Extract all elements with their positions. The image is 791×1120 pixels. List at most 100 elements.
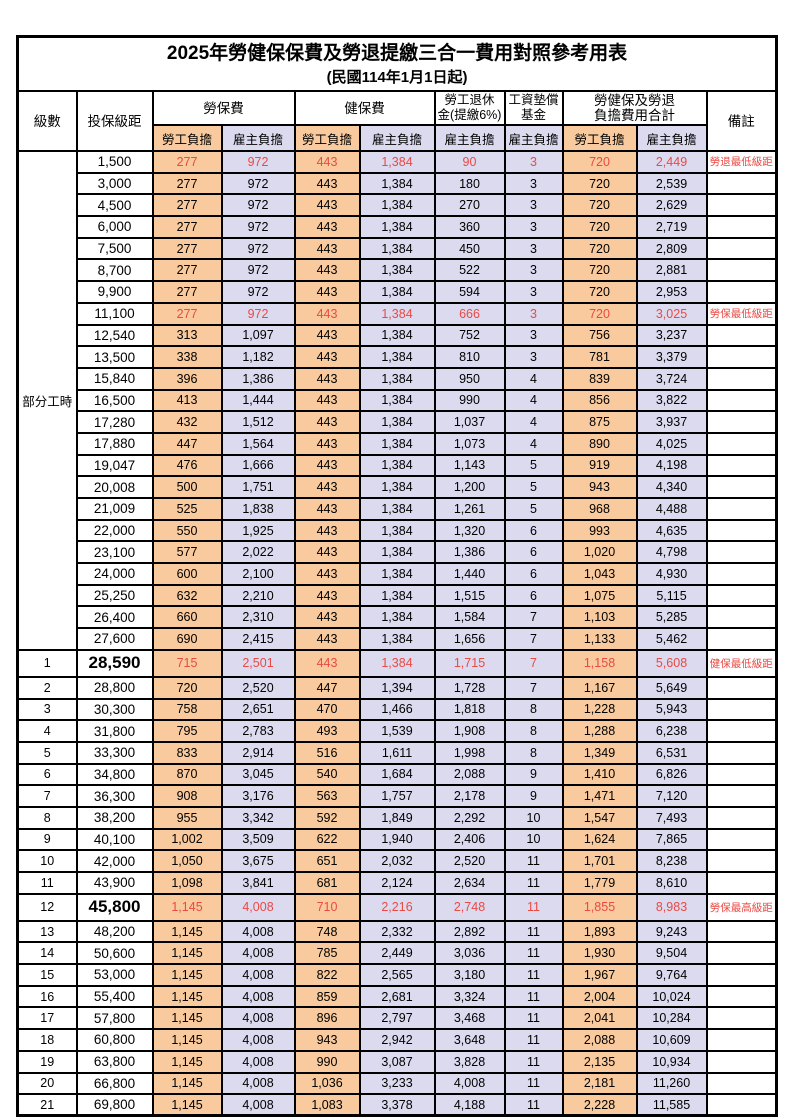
value-cell: 4,008 [220, 1071, 296, 1096]
value-cell: 2,953 [635, 280, 708, 304]
value-cell: 1,261 [433, 497, 506, 521]
value-cell: 4,008 [220, 941, 296, 966]
remark-cell [705, 805, 778, 830]
level-cell: 20 [16, 1071, 78, 1096]
value-cell: 1,384 [358, 388, 436, 413]
value-cell: 2,292 [433, 805, 506, 830]
value-cell: 1,384 [358, 453, 436, 478]
value-cell: 443 [293, 171, 361, 196]
value-cell: 3,036 [433, 941, 506, 966]
value-cell: 6 [503, 540, 564, 565]
table-row: 15 53,000 1,145 4,008 822 2,565 3,180 11 1,967 9,… [16, 963, 778, 987]
value-cell: 1,624 [561, 827, 638, 852]
value-cell: 2,892 [433, 919, 506, 944]
value-cell: 3 [503, 323, 564, 348]
value-cell: 990 [293, 1049, 361, 1074]
level-cell: 10 [16, 849, 78, 873]
value-cell: 11 [503, 849, 564, 873]
bracket-cell: 7,500 [75, 236, 154, 261]
table-row: 18 60,800 1,145 4,008 943 2,942 3,648 11 2,088 10… [16, 1028, 778, 1052]
value-cell: 5 [503, 475, 564, 499]
value-cell: 1,444 [220, 388, 296, 413]
value-cell: 1,384 [358, 323, 436, 348]
value-cell: 500 [151, 475, 223, 499]
value-cell: 2,539 [635, 171, 708, 196]
value-cell: 1,145 [151, 941, 223, 966]
value-cell: 8,983 [635, 892, 708, 922]
value-cell: 890 [561, 431, 638, 456]
value-cell: 1,145 [151, 1049, 223, 1074]
value-cell: 756 [561, 323, 638, 348]
bracket-cell: 6,000 [75, 215, 154, 239]
value-cell: 443 [293, 366, 361, 391]
value-cell: 2,100 [220, 562, 296, 586]
value-cell: 5,115 [635, 583, 708, 608]
value-cell: 651 [293, 849, 361, 873]
value-cell: 1,145 [151, 1006, 223, 1031]
value-cell: 1,002 [151, 827, 223, 852]
value-cell: 443 [293, 627, 361, 651]
value-cell: 1,386 [433, 540, 506, 565]
value-cell: 1,145 [151, 892, 223, 922]
bracket-cell: 13,500 [75, 345, 154, 369]
value-cell: 972 [220, 215, 296, 239]
bracket-cell: 33,300 [75, 740, 154, 765]
value-cell: 2,449 [635, 150, 708, 174]
value-cell: 6 [503, 583, 564, 608]
value-cell: 7 [503, 627, 564, 651]
value-cell: 990 [433, 388, 506, 413]
value-cell: 1,386 [220, 366, 296, 391]
value-cell: 2,004 [561, 984, 638, 1009]
value-cell: 5,608 [635, 648, 708, 678]
value-cell: 2,228 [561, 1093, 638, 1117]
value-cell: 681 [293, 871, 361, 895]
value-cell: 5 [503, 497, 564, 521]
table-row: 3,000 277 972 443 1,384 180 3 720 2,539 [18, 171, 778, 196]
subheader-pension-employer: 雇主負擔 [433, 124, 506, 152]
bracket-cell: 36,300 [75, 784, 154, 808]
value-cell: 1,036 [293, 1071, 361, 1096]
value-cell: 277 [151, 301, 223, 326]
col-header-remark: 備註 [705, 90, 778, 152]
value-cell: 90 [433, 150, 506, 174]
value-cell: 1,384 [358, 431, 436, 456]
value-cell: 443 [293, 475, 361, 499]
value-cell: 7 [503, 605, 564, 630]
value-cell: 3,468 [433, 1006, 506, 1031]
value-cell: 5,649 [635, 675, 708, 700]
table-row: 17 57,800 1,145 4,008 896 2,797 3,468 11 2,041 10… [16, 1006, 778, 1031]
value-cell: 2,041 [561, 1006, 638, 1031]
remark-cell [705, 697, 778, 722]
value-cell: 3,176 [220, 784, 296, 808]
value-cell: 432 [151, 410, 223, 434]
table-row: 3 30,300 758 2,651 470 1,466 1,818 8 1,228 5,943 [16, 697, 778, 722]
table-row: 23,100 577 2,022 443 1,384 1,386 6 1,020 4,798 [18, 540, 778, 565]
value-cell: 1,440 [433, 562, 506, 586]
value-cell: 592 [293, 805, 361, 830]
table-row: 6 34,800 870 3,045 540 1,684 2,088 9 1,410 6,826 [16, 762, 778, 787]
value-cell: 1,384 [358, 236, 436, 261]
remark-cell [705, 719, 778, 743]
col-header-health-insurance: 健保費 [293, 90, 436, 126]
table-row: 16 55,400 1,145 4,008 859 2,681 3,324 11 2,004 10… [16, 984, 778, 1009]
value-cell: 1,384 [358, 150, 436, 174]
value-cell: 993 [561, 518, 638, 543]
value-cell: 1,715 [433, 648, 506, 678]
value-cell: 4,340 [635, 475, 708, 499]
value-cell: 1,050 [151, 849, 223, 873]
total-header-line2: 負擔費用合計 [594, 108, 675, 123]
table-row: 部分工時 1,500 277 972 443 1,384 90 3 720 2,449 勞退最低級距 [16, 150, 778, 651]
value-cell: 2,415 [220, 627, 296, 651]
value-cell: 443 [293, 258, 361, 283]
value-cell: 443 [293, 193, 361, 218]
value-cell: 4,635 [635, 518, 708, 543]
value-cell: 7,865 [635, 827, 708, 852]
table-row: 21,009 525 1,838 443 1,384 1,261 5 968 4,488 [18, 497, 778, 521]
value-cell: 277 [151, 215, 223, 239]
remark-cell [705, 1028, 778, 1052]
header-row-main: 級數 投保級距 勞保費 健保費 勞工退休 金(提繳6%) 工資墊償 基金 勞健保… [16, 90, 778, 152]
value-cell: 4 [503, 388, 564, 413]
value-cell: 3,342 [220, 805, 296, 830]
value-cell: 1,967 [561, 963, 638, 987]
value-cell: 4,008 [220, 1049, 296, 1074]
